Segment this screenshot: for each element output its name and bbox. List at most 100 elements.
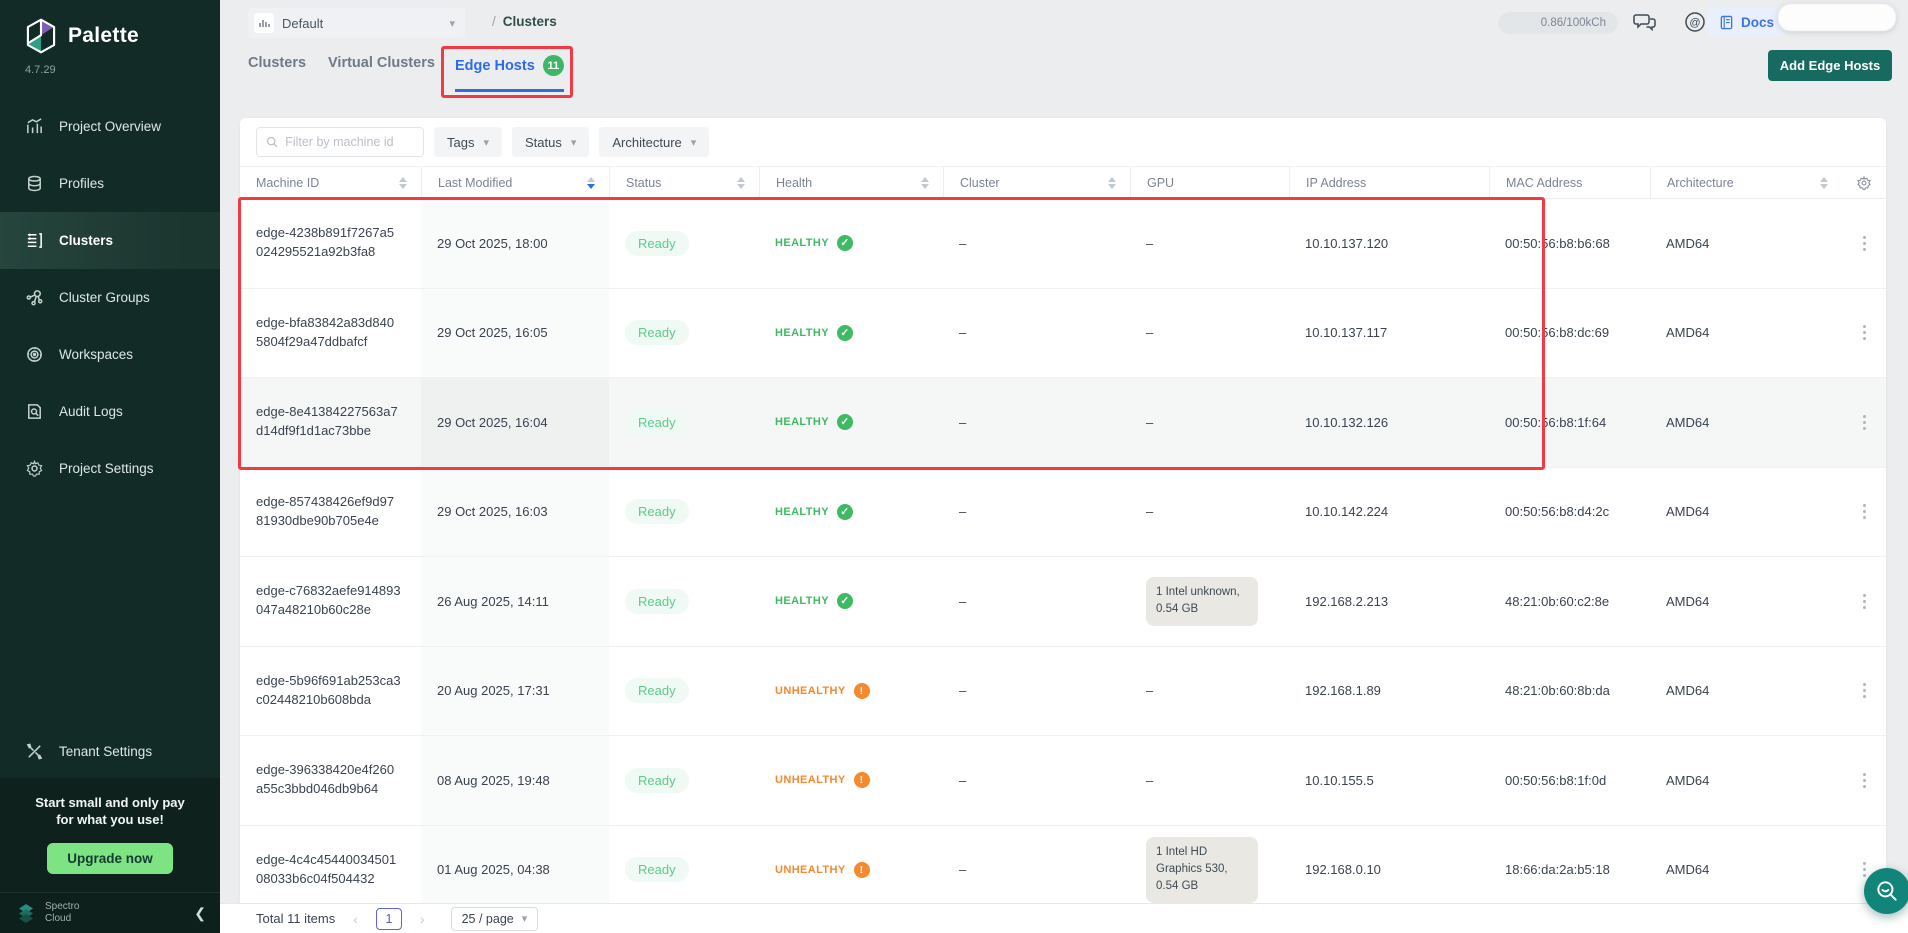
column-header-mac-address: MAC Address (1489, 167, 1650, 198)
gpu-cell: – (1146, 504, 1154, 520)
row-actions-kebab-icon[interactable] (1842, 289, 1886, 378)
collapse-sidebar-chevron[interactable]: ❮ (194, 904, 206, 921)
column-header-cluster[interactable]: Cluster (943, 167, 1130, 198)
page-size-select[interactable]: 25 / page ▾ (450, 906, 539, 931)
row-actions-kebab-icon[interactable] (1842, 557, 1886, 646)
column-header-last-modified[interactable]: Last Modified (421, 167, 609, 198)
status-cell: Ready (609, 378, 759, 467)
health-cell: HEALTHY ✓ (759, 557, 943, 646)
status-cell: Ready (609, 736, 759, 825)
machine-id-cell: edge-5b96f691ab253ca3c02448210b608bda (256, 672, 401, 707)
table-row[interactable]: edge-bfa83842a83d8405804f29a47ddbafcf 29… (240, 289, 1886, 378)
table-row[interactable]: edge-4c4c4544003450108033b6c04f504432 01… (240, 826, 1886, 906)
column-header-status[interactable]: Status (609, 167, 759, 198)
row-actions-kebab-icon[interactable] (1842, 378, 1886, 467)
upgrade-text-line2: for what you use! (56, 812, 164, 828)
mention-at-icon[interactable]: @ (1682, 9, 1708, 35)
table-row[interactable]: edge-396338420e4f260a55c3bbd046db9b64 08… (240, 736, 1886, 826)
sidebar-item-project-settings[interactable]: Project Settings (0, 440, 220, 497)
architecture-cell: AMD64 (1666, 504, 1710, 520)
sidebar-item-audit-logs[interactable]: Audit Logs (0, 383, 220, 440)
brand-bar: Spectro Cloud ❮ (0, 892, 220, 933)
upgrade-panel: Start small and only pay for what you us… (0, 777, 220, 892)
column-header-gpu: GPU (1130, 167, 1289, 198)
column-settings-gear-icon[interactable] (1842, 167, 1886, 198)
ip-address-cell: 192.168.2.213 (1305, 593, 1389, 609)
row-actions-kebab-icon[interactable] (1842, 736, 1886, 825)
upgrade-text-line1: Start small and only pay (35, 794, 185, 810)
usage-credits-badge: 0.86/100kCh (1498, 12, 1618, 34)
tab-clusters[interactable]: Clusters (248, 55, 307, 71)
sidebar-item-label: Profiles (59, 176, 105, 191)
row-actions-kebab-icon[interactable] (1842, 826, 1886, 906)
smiley-search-icon (1877, 881, 1897, 901)
cluster-cell: – (959, 325, 967, 341)
assistant-chat-button[interactable] (1864, 868, 1908, 914)
search-input[interactable] (285, 135, 414, 149)
health-badge-icon: ! (853, 772, 870, 789)
row-actions-kebab-icon[interactable] (1842, 199, 1886, 288)
machine-id-search[interactable] (256, 127, 424, 157)
project-selector[interactable]: Default ▾ (248, 8, 465, 38)
status-cell: Ready (609, 826, 759, 906)
table-row[interactable]: edge-8e41384227563a7d14df9f1d1ac73bbe 29… (240, 378, 1886, 468)
chevron-down-icon: ▾ (690, 136, 697, 149)
gpu-cell: 1 Intel unknown, 0.54 GB (1130, 557, 1289, 646)
sidebar-item-profiles[interactable]: Profiles (0, 155, 220, 212)
breadcrumb-clusters[interactable]: Clusters (502, 14, 557, 29)
upgrade-now-button[interactable]: Upgrade now (47, 843, 173, 874)
palette-logo: Palette (0, 0, 220, 54)
column-header-health[interactable]: Health (759, 167, 943, 198)
gpu-cell: 1 Intel HD Graphics 530, 0.54 GB (1130, 826, 1289, 906)
last-modified-cell: 29 Oct 2025, 16:05 (421, 289, 609, 378)
chat-bubbles-icon[interactable] (1632, 9, 1658, 35)
ip-address-cell: 10.10.132.126 (1305, 414, 1389, 430)
redacted-user-chip (1778, 4, 1896, 31)
table-row[interactable]: edge-4238b891f7267a5024295521a92b3fa8 29… (240, 199, 1886, 289)
previous-page-button[interactable]: ‹ (353, 910, 358, 927)
sidebar-item-label: Project Overview (59, 119, 162, 134)
page-number-button[interactable]: 1 (375, 907, 402, 930)
cluster-cell: – (959, 862, 967, 878)
mac-address-cell: 00:50:56:b8:d4:2c (1505, 504, 1610, 520)
pagination-footer: Total 11 items ‹ 1 › 25 / page ▾ (220, 903, 1908, 933)
main-content: Default ▾ / Clusters 0.86/100kCh @ Docs … (220, 0, 1908, 933)
sidebar: Palette 4.7.29 Project Overview Profiles… (0, 0, 220, 933)
sidebar-item-workspaces[interactable]: Workspaces (0, 326, 220, 383)
docs-button[interactable]: Docs (1707, 8, 1787, 36)
column-header-machine-id[interactable]: Machine ID (240, 167, 421, 198)
architecture-cell: AMD64 (1666, 683, 1710, 699)
status-cell: Ready (609, 289, 759, 378)
table-row[interactable]: edge-5b96f691ab253ca3c02448210b608bda 20… (240, 647, 1886, 736)
machine-id-cell: edge-bfa83842a83d8405804f29a47ddbafcf (256, 314, 395, 349)
ip-address-cell: 10.10.137.120 (1305, 235, 1389, 251)
tab-virtual-clusters[interactable]: Virtual Clusters (328, 55, 435, 71)
row-actions-kebab-icon[interactable] (1842, 647, 1886, 736)
book-icon (1720, 15, 1733, 29)
add-edge-hosts-button[interactable]: Add Edge Hosts (1768, 50, 1892, 81)
last-modified-cell: 08 Aug 2025, 19:48 (421, 736, 609, 825)
next-page-button[interactable]: › (419, 910, 425, 927)
table-row[interactable]: edge-c76832aefe914893047a48210b60c28e 26… (240, 557, 1886, 647)
architecture-cell: AMD64 (1666, 414, 1710, 430)
column-header-architecture[interactable]: Architecture (1650, 167, 1842, 198)
architecture-filter-dropdown[interactable]: Architecture ▾ (599, 127, 710, 157)
svg-text:@: @ (1689, 17, 1700, 29)
table-row[interactable]: edge-857438426ef9d9781930dbe90b705e4e 29… (240, 468, 1886, 557)
tab-edge-hosts[interactable]: Edge Hosts 11 (455, 55, 564, 92)
sidebar-item-project-overview[interactable]: Project Overview (0, 98, 220, 155)
ip-address-cell: 10.10.155.5 (1305, 772, 1374, 788)
sidebar-item-tenant-settings[interactable]: Tenant Settings (0, 726, 220, 778)
sidebar-item-cluster-groups[interactable]: Cluster Groups (0, 269, 220, 326)
row-actions-kebab-icon[interactable] (1842, 468, 1886, 557)
network-icon (26, 290, 43, 306)
sidebar-item-clusters[interactable]: Clusters (0, 212, 220, 269)
clusters-icon (27, 233, 42, 248)
table-body: edge-4238b891f7267a5024295521a92b3fa8 29… (240, 199, 1886, 905)
health-badge-icon: ! (853, 861, 870, 878)
status-filter-dropdown[interactable]: Status ▾ (512, 127, 590, 157)
tags-filter-dropdown[interactable]: Tags ▾ (434, 127, 502, 157)
column-header-ip-address: IP Address (1289, 167, 1489, 198)
last-modified-cell: 29 Oct 2025, 18:00 (421, 199, 609, 288)
filter-bar: Tags ▾ Status ▾ Architecture ▾ (240, 118, 1886, 166)
